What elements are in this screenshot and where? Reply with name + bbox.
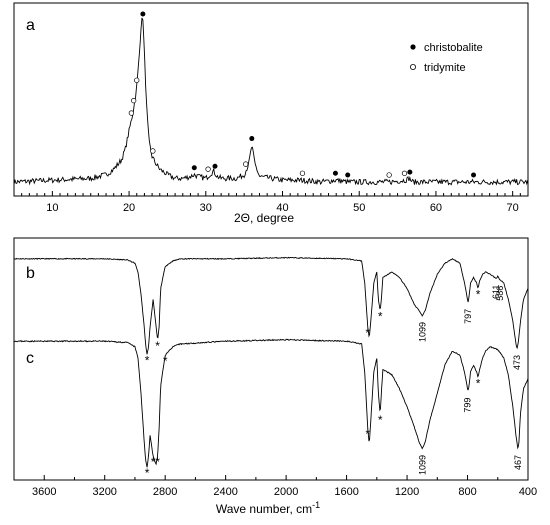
ir-peak-label-b: 473 bbox=[512, 355, 522, 370]
ir-asterisk-b: * bbox=[378, 310, 383, 324]
christobalite-marker bbox=[332, 170, 338, 176]
xrd-x-ticks bbox=[21, 191, 529, 196]
tridymite-marker bbox=[205, 166, 211, 172]
ir-asterisk-c: * bbox=[365, 427, 370, 441]
legend-tridymite-label: tridymite bbox=[424, 62, 466, 74]
ir-asterisk-b: * bbox=[365, 326, 370, 340]
xrd-x-tick-labels: 10 20 30 40 50 60 70 bbox=[46, 202, 519, 214]
xrd-x-tick-label: 60 bbox=[430, 202, 442, 214]
xrd-x-tick-label: 50 bbox=[353, 202, 365, 214]
tridymite-marker bbox=[134, 77, 140, 83]
ir-asterisk-c: * bbox=[145, 466, 150, 480]
christobalite-marker bbox=[407, 169, 413, 175]
ir-x-tick-label: 2000 bbox=[274, 486, 298, 498]
tridymite-marker bbox=[128, 110, 135, 116]
tridymite-marker bbox=[386, 172, 392, 178]
xrd-x-tick-label: 40 bbox=[276, 202, 288, 214]
ir-asterisk-c: * bbox=[476, 377, 481, 391]
ir-peak-label-b: 797 bbox=[463, 309, 473, 324]
tridymite-marker bbox=[243, 161, 249, 167]
ir-x-tick-label: 1200 bbox=[395, 486, 419, 498]
legend-christobalite-marker bbox=[410, 44, 416, 50]
tridymite-marker bbox=[401, 170, 408, 176]
ir-x-ticks bbox=[13, 475, 529, 480]
xrd-x-tick-label: 30 bbox=[200, 202, 212, 214]
ir-spectrum-c-line bbox=[13, 338, 529, 468]
christobalite-marker bbox=[249, 136, 255, 142]
christobalite-marker bbox=[191, 165, 197, 171]
christobalite-marker bbox=[140, 11, 146, 17]
ir-asterisk-c: * bbox=[378, 413, 383, 427]
ir-x-tick-label: 2800 bbox=[153, 486, 177, 498]
xrd-x-tick-label: 70 bbox=[507, 202, 519, 214]
ir-x-axis-label-superscript: -1 bbox=[312, 500, 320, 510]
ir-x-axis-label-text: Wave number, cm bbox=[216, 502, 312, 516]
ir-asterisk-b: * bbox=[155, 339, 160, 353]
legend-christobalite-label: christobalite bbox=[424, 42, 483, 54]
ir-x-tick-label: 2400 bbox=[213, 486, 237, 498]
xrd-legend: christobalite tridymite bbox=[409, 42, 483, 74]
ir-asterisk-b: * bbox=[476, 288, 481, 302]
ir-peak-label-c: 467 bbox=[513, 455, 523, 470]
ir-x-tick-label: 800 bbox=[458, 486, 476, 498]
ir-peak-label-c: 799 bbox=[463, 398, 473, 413]
xrd-phase-markers bbox=[128, 11, 477, 178]
xrd-pattern-line bbox=[13, 17, 529, 186]
ir-x-tick-labels: 3600 3200 2800 2400 2000 1600 1200 800 400 bbox=[32, 486, 537, 498]
legend-tridymite-marker bbox=[409, 64, 416, 71]
christobalite-marker bbox=[212, 163, 218, 169]
ir-x-tick-label: 400 bbox=[519, 486, 537, 498]
ir-plot-frame bbox=[13, 237, 529, 481]
tridymite-marker bbox=[299, 170, 306, 176]
ir-asterisk-b: * bbox=[145, 354, 150, 368]
panel-label-a: a bbox=[26, 17, 35, 34]
ir-peak-label-c: 1099 bbox=[417, 455, 427, 475]
ir-asterisk-c: * bbox=[155, 455, 160, 469]
panel-label-c: c bbox=[26, 350, 34, 367]
xrd-x-axis-label: 2Θ, degree bbox=[234, 211, 294, 225]
xrd-x-tick-label: 10 bbox=[46, 202, 58, 214]
ir-peak-label-b: 611 bbox=[491, 285, 501, 299]
ir-peak-label-b: 586 bbox=[495, 286, 505, 301]
tridymite-marker bbox=[131, 98, 137, 104]
ir-x-axis-label: Wave number, cm-1 bbox=[216, 500, 320, 516]
christobalite-marker bbox=[471, 172, 477, 178]
ir-peak-label-b: 1099 bbox=[417, 322, 427, 342]
xrd-plot-frame bbox=[13, 2, 529, 197]
ir-x-tick-label: 3600 bbox=[32, 486, 56, 498]
panel-label-b: b bbox=[26, 265, 35, 282]
xrd-panel: a 10 20 30 40 50 60 70 christobalite tridymite… bbox=[13, 2, 529, 225]
ir-spectrum-b-line bbox=[13, 256, 529, 355]
christobalite-marker bbox=[345, 172, 351, 178]
ir-x-tick-label: 3200 bbox=[92, 486, 116, 498]
ir-panel: b c 3600 3200 2800 2400 2000 1600 1200 800 400 1… bbox=[13, 237, 537, 516]
xrd-x-tick-label: 20 bbox=[123, 202, 135, 214]
tridymite-marker bbox=[150, 148, 156, 154]
ir-asterisk-c: * bbox=[151, 455, 156, 469]
ir-asterisk-c: * bbox=[163, 354, 168, 368]
ir-x-tick-label: 1600 bbox=[334, 486, 358, 498]
